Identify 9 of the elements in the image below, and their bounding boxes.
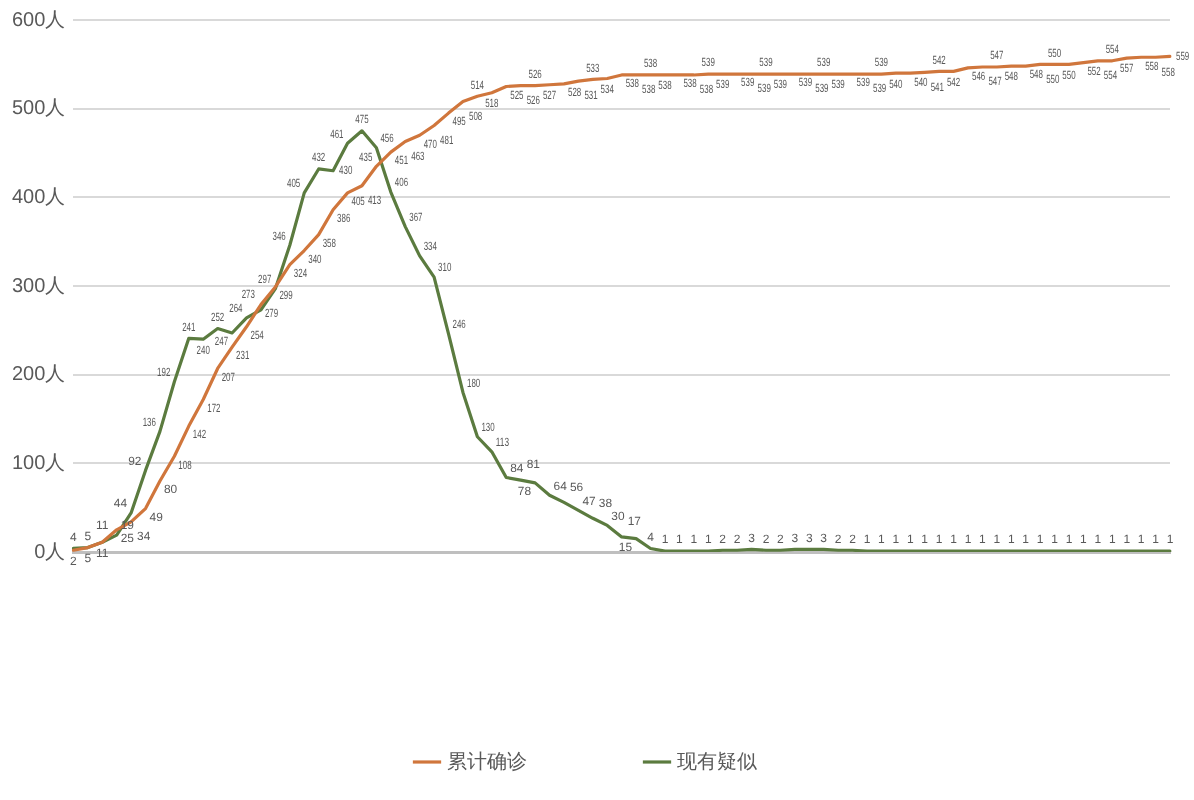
y-tick-label: 400人 (11, 186, 66, 209)
y-tick-label: 300人 (11, 275, 66, 298)
y-tick-label: 100人 (11, 452, 66, 475)
legend-label: 现有疑似 (677, 749, 757, 774)
y-tick-label: 500人 (11, 98, 66, 121)
y-tick-label: 200人 (11, 364, 66, 387)
legend-label: 累计确诊 (447, 749, 527, 774)
y-tick-label: 600人 (11, 9, 66, 32)
y-tick-label: 0人 (34, 541, 66, 564)
